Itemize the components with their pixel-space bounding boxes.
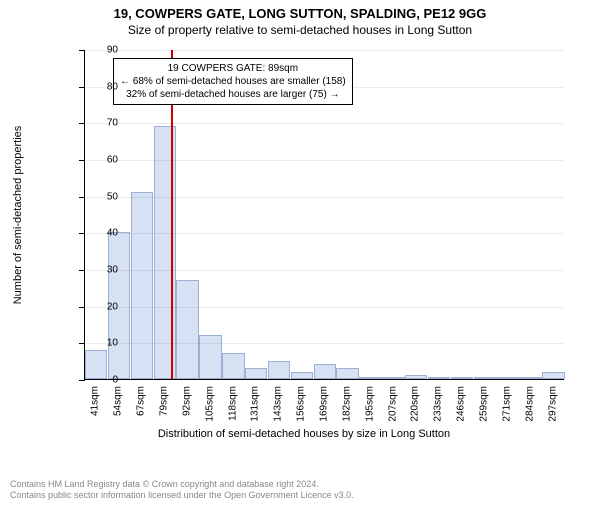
x-tick-label: 41sqm [90,386,101,416]
y-tick [79,380,85,381]
y-tick-label: 50 [88,191,118,202]
bar [519,377,541,379]
x-tick-label: 195sqm [364,386,375,422]
bar [291,372,313,379]
page-subtitle: Size of property relative to semi-detach… [0,23,600,37]
y-tick-label: 70 [88,118,118,129]
y-tick-label: 10 [88,338,118,349]
bar [405,375,427,379]
annotation-box: 19 COWPERS GATE: 89sqm ← 68% of semi-det… [113,58,353,105]
x-tick-label: 169sqm [319,386,330,422]
annotation-line3: 32% of semi-detached houses are larger (… [120,88,346,101]
bar [451,377,473,379]
y-tick [79,233,85,234]
y-tick [79,343,85,344]
y-tick [79,160,85,161]
x-tick-label: 143sqm [273,386,284,422]
x-tick-label: 233sqm [433,386,444,422]
y-tick-label: 30 [88,265,118,276]
x-tick-label: 92sqm [181,386,192,416]
footer-line1: Contains HM Land Registry data © Crown c… [10,479,354,491]
footer-line2: Contains public sector information licen… [10,490,354,502]
y-tick [79,197,85,198]
x-tick-label: 67sqm [136,386,147,416]
y-tick-label: 90 [88,45,118,56]
x-tick-label: 182sqm [341,386,352,422]
gridline [85,343,564,344]
gridline [85,50,564,51]
x-tick-label: 297sqm [547,386,558,422]
x-tick-label: 246sqm [456,386,467,422]
x-tick-label: 79sqm [159,386,170,416]
x-tick-label: 118sqm [227,386,238,421]
x-tick-label: 105sqm [204,386,215,422]
bar [131,192,153,379]
y-tick [79,87,85,88]
bar [382,377,404,379]
footer-attribution: Contains HM Land Registry data © Crown c… [10,479,354,502]
bar [222,353,244,379]
y-tick-label: 80 [88,81,118,92]
histogram-chart: Number of semi-detached properties 19 CO… [44,50,564,410]
y-tick-label: 60 [88,155,118,166]
bar [199,335,221,379]
x-tick-label: 131sqm [250,386,261,422]
gridline [85,233,564,234]
bar [496,377,518,379]
bar [474,377,496,379]
y-tick-label: 20 [88,301,118,312]
bar [336,368,358,379]
gridline [85,123,564,124]
x-tick-label: 271sqm [501,386,512,422]
y-axis-label: Number of semi-detached properties [12,126,24,305]
y-tick [79,123,85,124]
y-tick [79,307,85,308]
x-tick-label: 284sqm [524,386,535,422]
gridline [85,307,564,308]
y-tick [79,50,85,51]
bar [314,364,336,379]
bar [359,377,381,379]
bar [268,361,290,379]
y-tick-label: 40 [88,228,118,239]
x-tick-label: 220sqm [410,386,421,422]
annotation-line2: ← 68% of semi-detached houses are smalle… [120,75,346,88]
bar [245,368,267,379]
gridline [85,160,564,161]
gridline [85,270,564,271]
bar [542,372,564,379]
page-title: 19, COWPERS GATE, LONG SUTTON, SPALDING,… [0,6,600,21]
y-tick-label: 0 [88,375,118,386]
plot-area: 19 COWPERS GATE: 89sqm ← 68% of semi-det… [84,50,564,380]
x-axis-label: Distribution of semi-detached houses by … [44,428,564,440]
annotation-line1: 19 COWPERS GATE: 89sqm [120,62,346,75]
x-tick-label: 54sqm [113,386,124,416]
gridline [85,197,564,198]
x-tick-label: 259sqm [479,386,490,422]
bar [428,377,450,379]
y-tick [79,270,85,271]
x-tick-label: 207sqm [387,386,398,422]
x-tick-label: 156sqm [296,386,307,422]
bar [176,280,198,379]
